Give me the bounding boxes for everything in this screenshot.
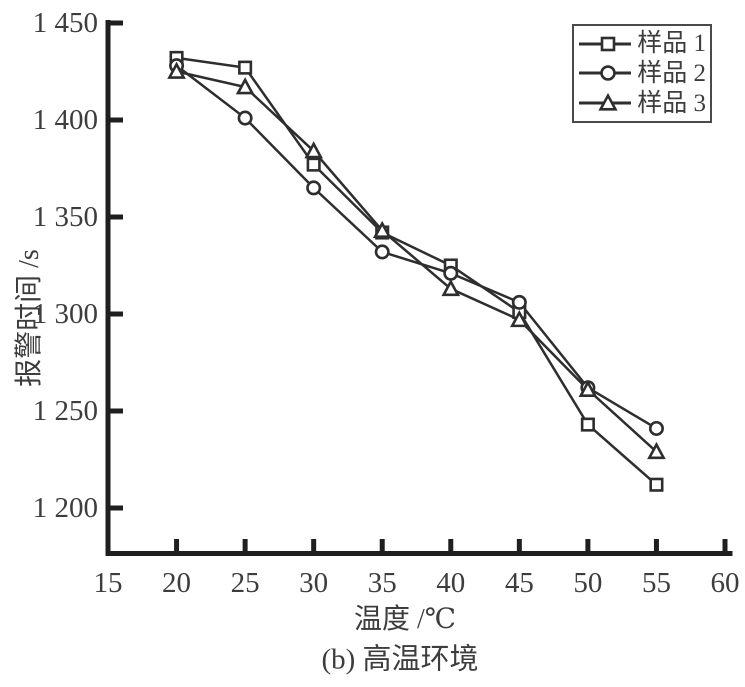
triangle-marker — [441, 278, 461, 297]
x-tick-label: 60 — [710, 567, 740, 599]
y-tick-label: 1 350 — [32, 201, 98, 233]
x-tick-label: 50 — [573, 567, 603, 599]
legend-item-3: 样品 3 — [578, 91, 706, 116]
circle-marker — [648, 420, 664, 436]
series-line — [176, 70, 658, 453]
x-tick-label: 40 — [436, 567, 466, 599]
y-tick-label: 1 400 — [32, 104, 98, 136]
series-line — [176, 56, 658, 486]
triangle-marker — [578, 379, 598, 398]
legend-item-1: 样品 1 — [578, 31, 706, 56]
circle-marker — [600, 65, 616, 82]
x-tick-label: 45 — [504, 567, 534, 599]
legend-item-2: 样品 2 — [578, 61, 706, 86]
triangle-marker — [167, 61, 186, 79]
y-tick-label: 1 450 — [32, 7, 98, 39]
x-tick-label: 30 — [299, 567, 329, 599]
triangle-marker — [235, 77, 255, 95]
circle-legend-key — [579, 65, 632, 82]
y-tick-label: 1 250 — [32, 395, 98, 427]
data-series — [167, 50, 666, 492]
circle-marker — [306, 180, 322, 196]
circle-marker — [237, 110, 253, 126]
square-marker — [580, 417, 595, 432]
axes — [105, 20, 733, 556]
triangle-marker — [510, 309, 529, 328]
legend-box: 样品 1 样品 2 样品 3 — [572, 24, 712, 123]
x-tick-label: 20 — [162, 567, 192, 599]
x-axis-title: 温度 /℃ — [353, 604, 457, 635]
square-marker — [600, 36, 616, 52]
square-legend-key — [579, 36, 632, 52]
legend-label: 样品 1 — [637, 30, 706, 58]
x-tick-label: 25 — [230, 567, 260, 599]
y-axis-spine — [105, 20, 111, 556]
triangle-marker — [647, 441, 666, 460]
triangle-marker — [304, 141, 323, 159]
triangle-marker — [372, 220, 392, 238]
legend-label: 样品 3 — [637, 89, 706, 117]
circle-marker — [511, 294, 527, 310]
y-tick-label: 1 300 — [32, 298, 98, 330]
x-tick-label: 55 — [641, 567, 671, 599]
square-marker — [649, 477, 664, 492]
x-axis-spine — [105, 551, 733, 556]
square-marker — [306, 157, 321, 172]
x-tick-label: 35 — [367, 567, 397, 599]
y-axis-title: 报警时间 /s — [14, 249, 45, 387]
legend-label: 样品 2 — [637, 59, 706, 87]
triangle-legend-key — [579, 92, 632, 111]
series-line — [175, 64, 658, 430]
circle-marker — [374, 244, 390, 260]
square-marker — [238, 60, 253, 75]
circle-marker — [443, 265, 459, 281]
triangle-marker — [598, 92, 618, 111]
x-tick-label: 15 — [93, 567, 123, 599]
figure-caption: (b) 高温环境 — [321, 643, 479, 676]
y-tick-label: 1 200 — [32, 492, 98, 524]
